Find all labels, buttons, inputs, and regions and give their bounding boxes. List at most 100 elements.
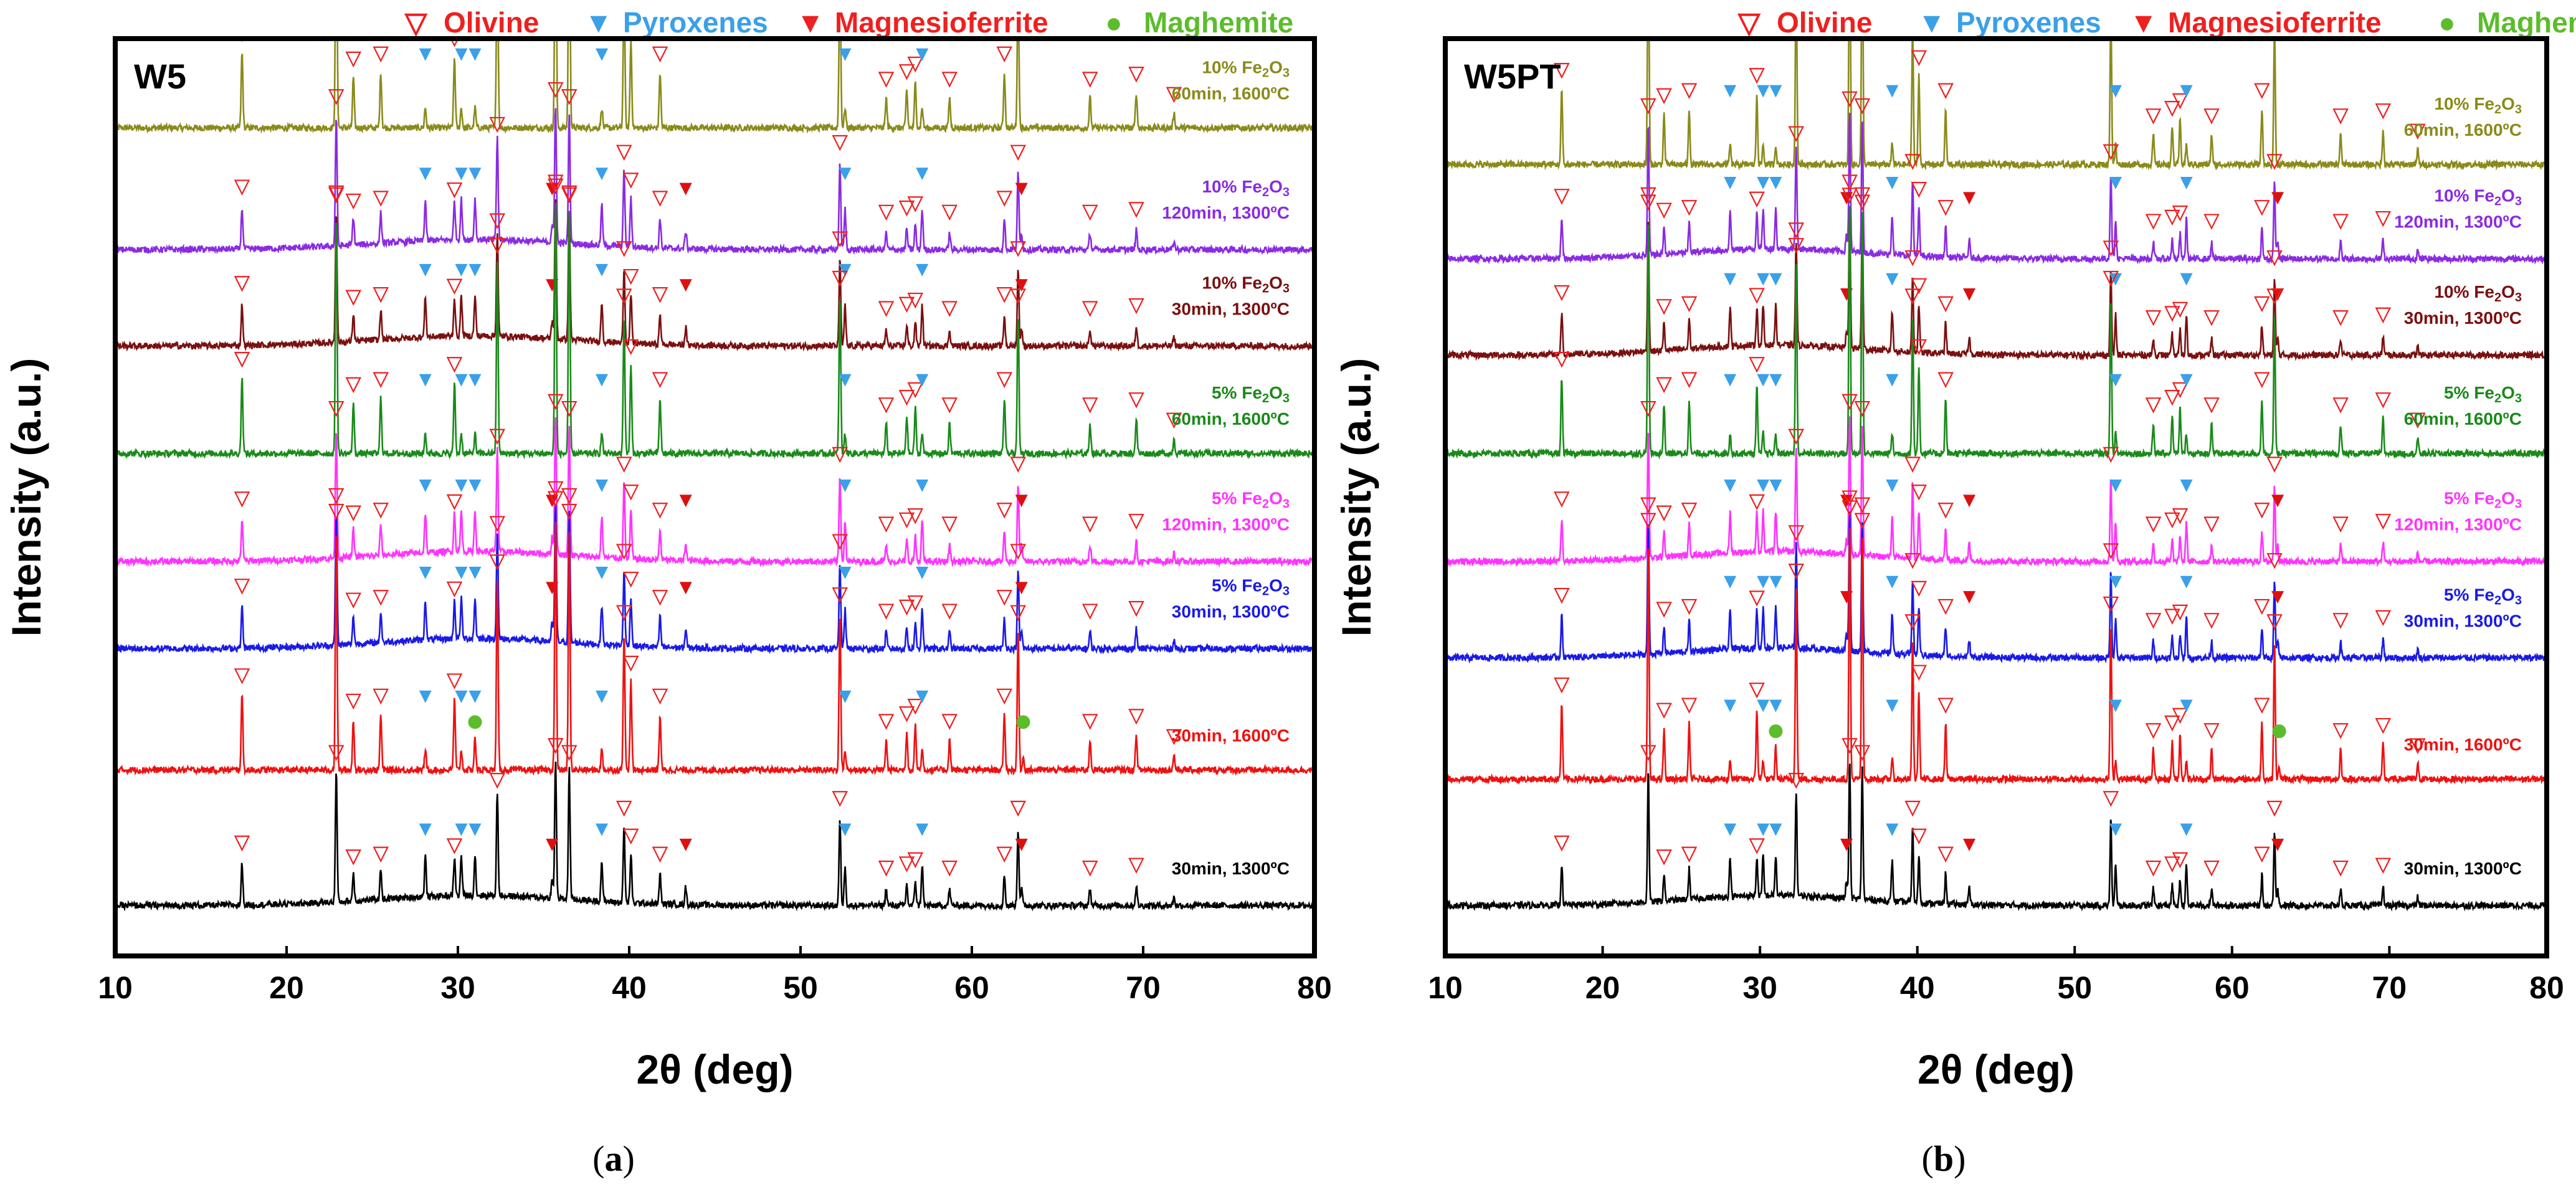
olivine-marker [878, 204, 895, 221]
pyroxene-marker [1886, 85, 1899, 98]
curve-label-line2: 30min, 1300ºC [2404, 859, 2522, 878]
series-line-4 [115, 417, 1314, 568]
olivine-marker [1081, 516, 1098, 533]
olivine-marker [1911, 485, 1927, 501]
olivine-marker [1842, 490, 1858, 507]
maghemite-marker [468, 715, 482, 729]
olivine-marker [622, 173, 639, 189]
olivine-marker [489, 116, 506, 133]
olivine-marker [622, 485, 639, 501]
olivine-marker [1788, 525, 1805, 541]
plot-frame [113, 36, 1317, 958]
legend-label-pyroxenes: Pyroxenes [623, 6, 768, 39]
curve-label-line1: 10% Fe2O3 [1202, 177, 1290, 199]
series-line-6 [115, 521, 1314, 777]
pyroxene-marker [2180, 176, 2193, 189]
olivine-marker [1854, 745, 1871, 761]
olivine-marker [1640, 187, 1656, 204]
olivine-marker [878, 860, 895, 877]
olivine-marker [1854, 497, 1871, 514]
olivine-marker [652, 590, 668, 606]
pyroxene-marker [596, 566, 608, 579]
olivine-marker [1010, 241, 1027, 257]
olivine-marker [1904, 154, 1921, 170]
olivine-marker [832, 135, 848, 151]
olivine-marker [1681, 698, 1698, 714]
series-line-1 [115, 108, 1314, 256]
pyroxene-marker [2180, 273, 2193, 286]
olivine-marker [345, 693, 362, 710]
pyroxene-marker [2180, 699, 2193, 712]
olivine-marker [2203, 516, 2220, 533]
olivine-marker [489, 773, 506, 789]
curve-label-line2: 30min, 1600ºC [2404, 735, 2522, 754]
curve-label-line1: 10% Fe2O3 [1202, 273, 1290, 295]
pyroxene-marker [1757, 699, 1770, 712]
x-tick-label: 30 [440, 970, 475, 1005]
olivine-marker [1681, 598, 1698, 615]
olivine-marker [1554, 835, 1570, 852]
series-line-5 [1445, 511, 2547, 664]
pyroxene-marker [419, 48, 432, 61]
x-tick-label: 60 [2215, 970, 2250, 1005]
phase-markers-5 [1554, 490, 2392, 629]
olivine-marker [2172, 852, 2189, 869]
olivine-marker [996, 372, 1013, 389]
legend-label-olivine: Olivine [1777, 6, 1872, 39]
phase-markers-7 [1554, 738, 2392, 877]
olivine-marker [1842, 174, 1858, 191]
olivine-marker [622, 655, 639, 672]
pyroxene-marker [1724, 374, 1737, 387]
olivine-marker [328, 187, 345, 204]
pyroxene-marker [455, 566, 468, 579]
pyroxene-marker [596, 374, 608, 387]
olivine-marker [1749, 683, 1765, 699]
y-axis-label: Intensity (a.u.) [1333, 358, 1379, 636]
olivine-marker [561, 89, 577, 105]
olivine-marker [489, 516, 506, 532]
olivine-marker [446, 494, 463, 511]
olivine-marker [2164, 306, 2180, 322]
olivine-marker [898, 512, 915, 529]
olivine-marker [907, 292, 924, 309]
olivine-marker [615, 544, 632, 560]
olivine-marker [1904, 553, 1921, 569]
pyroxene-marker [1757, 575, 1770, 589]
maghemite-marker [2272, 724, 2286, 739]
pyroxene-marker [1769, 480, 1782, 493]
olivine-marker [373, 503, 389, 519]
curve-label-line1: 10% Fe2O3 [2434, 282, 2522, 305]
olivine-marker [1010, 800, 1027, 817]
olivine-marker [898, 599, 915, 616]
pyroxene-marker [2180, 85, 2193, 98]
olivine-marker [1842, 738, 1858, 754]
magnesioferrite-marker [1963, 591, 1976, 604]
olivine-marker [1788, 222, 1805, 239]
olivine-marker [2266, 288, 2283, 305]
pyroxene-marker [1757, 374, 1770, 387]
olivine-marker [2254, 598, 2270, 615]
olivine-marker [1081, 204, 1098, 221]
magnesioferrite-marker [1015, 582, 1028, 595]
olivine-marker [2266, 154, 2283, 170]
olivine-marker [622, 339, 639, 356]
olivine-marker [547, 178, 564, 195]
olivine-marker [2375, 103, 2392, 120]
olivine-marker [1749, 68, 1765, 84]
olivine-marker [1081, 714, 1098, 730]
pyroxene-marker [2180, 823, 2193, 836]
olivine-marker [2410, 412, 2426, 429]
x-tick-label: 80 [1297, 970, 1332, 1005]
legend: ▽ Olivine ▼ Pyroxenes ▼ Magnesioferrite ● Maghe… [1737, 6, 2576, 39]
olivine-marker [547, 481, 564, 498]
olivine-marker [941, 516, 958, 533]
olivine-marker [1842, 500, 1858, 516]
olivine-marker [2332, 723, 2349, 739]
olivine-marker [1128, 514, 1144, 530]
phase-markers-3 [234, 174, 1182, 429]
olivine-marker [1911, 50, 1927, 67]
curve-label-line1: 5% Fe2O3 [2444, 383, 2522, 405]
pyroxene-marker [419, 168, 432, 181]
pyroxene-marker [2109, 699, 2122, 712]
pyroxene-marker [1886, 823, 1899, 836]
